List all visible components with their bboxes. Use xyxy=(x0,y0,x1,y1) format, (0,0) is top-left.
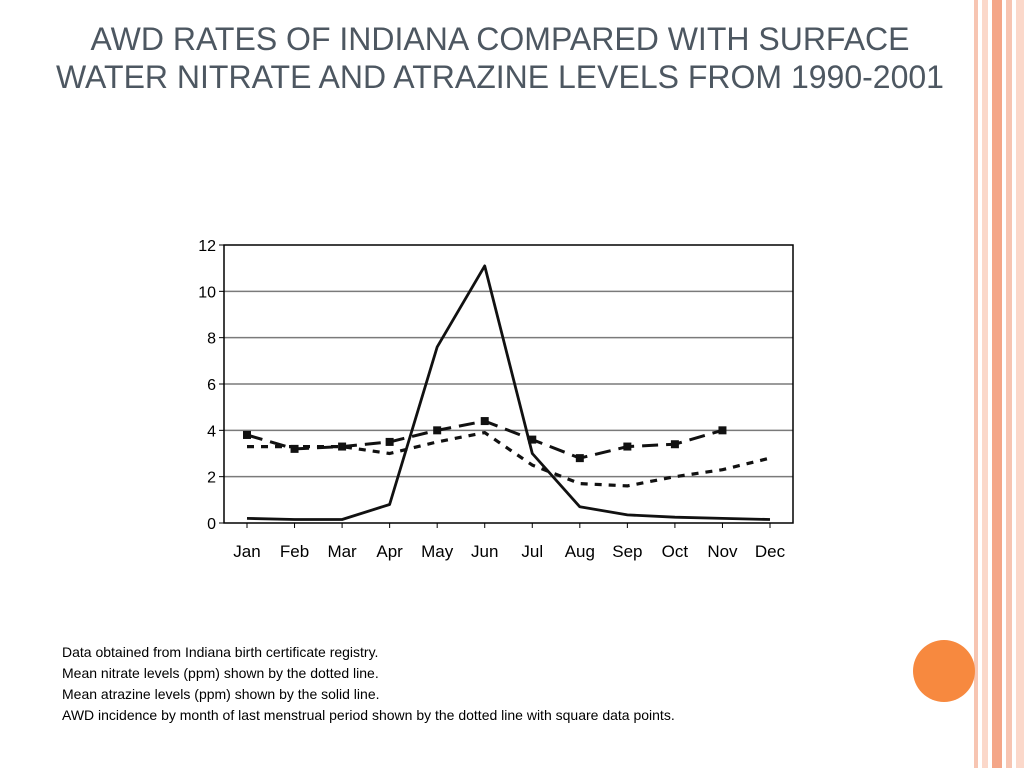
data-point-awd xyxy=(243,430,251,439)
y-tick-label: 2 xyxy=(207,470,216,487)
y-tick-label: 6 xyxy=(207,377,216,394)
data-point-awd xyxy=(480,417,489,426)
data-point-awd xyxy=(575,454,584,463)
stripe-1 xyxy=(974,0,978,768)
data-point-awd xyxy=(718,426,727,435)
stripe-4 xyxy=(1006,0,1012,768)
note-nitrate: Mean nitrate levels (ppm) shown by the d… xyxy=(62,665,379,681)
x-tick-label: Nov xyxy=(707,542,738,561)
note-atrazine: Mean atrazine levels (ppm) shown by the … xyxy=(62,686,380,702)
decorative-orange-circle xyxy=(913,640,975,702)
series-line-atrazine xyxy=(246,264,771,521)
x-tick-label: Sep xyxy=(612,542,642,561)
data-point-awd xyxy=(290,444,299,453)
data-point-awd xyxy=(433,426,442,435)
x-tick-label: Aug xyxy=(565,542,595,561)
data-point-awd xyxy=(338,442,347,451)
slide-title: AWD RATES OF INDIANA COMPARED WITH SURFA… xyxy=(56,21,944,95)
series-line-nitrate xyxy=(247,431,771,488)
chart-notes: Data obtained from Indiana birth certifi… xyxy=(62,642,912,726)
data-point-awd xyxy=(528,435,537,444)
x-tick-label: Apr xyxy=(376,542,403,561)
series-line-awd xyxy=(246,419,723,460)
note-source: Data obtained from Indiana birth certifi… xyxy=(62,644,379,660)
data-point-awd xyxy=(670,440,679,449)
x-tick-label: Dec xyxy=(755,542,786,561)
stripe-5 xyxy=(1016,0,1024,768)
y-tick-label: 4 xyxy=(207,423,216,440)
data-point-awd xyxy=(623,442,632,451)
note-awd: AWD incidence by month of last menstrual… xyxy=(62,707,675,723)
x-tick-label: May xyxy=(421,542,454,561)
x-tick-label: Feb xyxy=(280,542,309,561)
y-tick-label: 0 xyxy=(207,516,216,533)
x-tick-label: Jan xyxy=(233,542,260,561)
stripe-3 xyxy=(992,0,1002,768)
x-tick-label: Oct xyxy=(662,542,689,561)
y-tick-label: 12 xyxy=(198,238,216,255)
x-tick-label: Mar xyxy=(327,542,357,561)
y-tick-label: 10 xyxy=(198,284,216,301)
x-tick-label: Jul xyxy=(521,542,543,561)
decorative-side-stripes xyxy=(974,0,1024,768)
y-tick-label: 8 xyxy=(207,331,216,348)
stripe-2 xyxy=(982,0,988,768)
plot-frame xyxy=(223,244,794,524)
data-point-awd xyxy=(385,437,394,446)
x-tick-label: Jun xyxy=(471,542,498,561)
